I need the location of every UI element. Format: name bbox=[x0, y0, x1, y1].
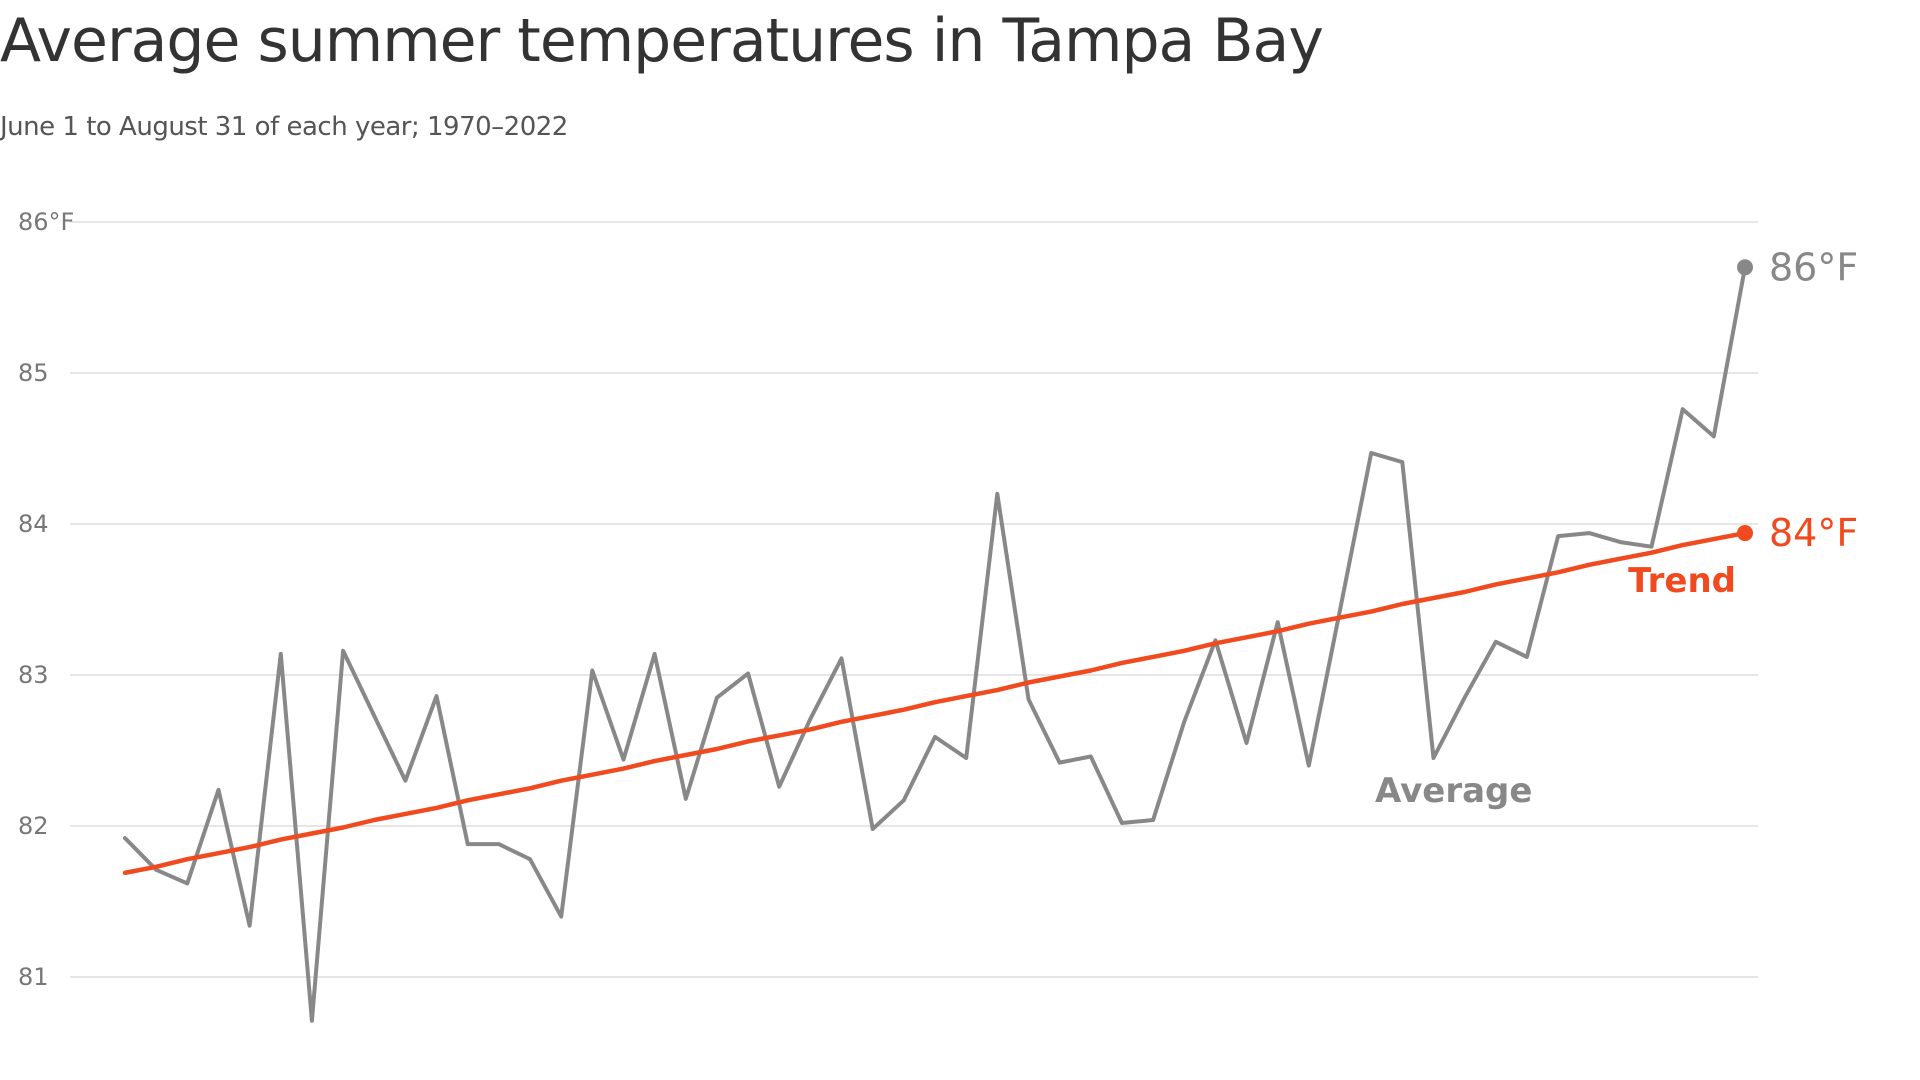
series-line-average bbox=[123, 265, 1747, 1023]
end-value-label-average: 86°F bbox=[1769, 245, 1858, 289]
y-tick-label: 85 bbox=[18, 359, 49, 387]
y-tick-label: 86°F bbox=[18, 208, 74, 236]
chart-labels: 81 82 83 84 85 86°F 86°F 84°F Average Trend bbox=[18, 208, 1858, 991]
y-tick-label: 83 bbox=[18, 661, 49, 689]
series-line-trend bbox=[122, 530, 1748, 876]
end-value-label-trend: 84°F bbox=[1769, 511, 1858, 555]
series-lines bbox=[122, 259, 1753, 1023]
chart-title: Average summer temperatures in Tampa Bay bbox=[0, 6, 1324, 76]
end-point-trend bbox=[1737, 525, 1753, 542]
end-point-average bbox=[1737, 259, 1753, 276]
y-tick-label: 82 bbox=[18, 812, 49, 840]
chart-subtitle: June 1 to August 31 of each year; 1970–2… bbox=[0, 112, 568, 142]
series-label-average: Average bbox=[1375, 771, 1532, 811]
series-label-trend: Trend bbox=[1628, 561, 1736, 601]
y-tick-label: 81 bbox=[18, 963, 49, 991]
y-tick-label: 84 bbox=[18, 510, 49, 538]
